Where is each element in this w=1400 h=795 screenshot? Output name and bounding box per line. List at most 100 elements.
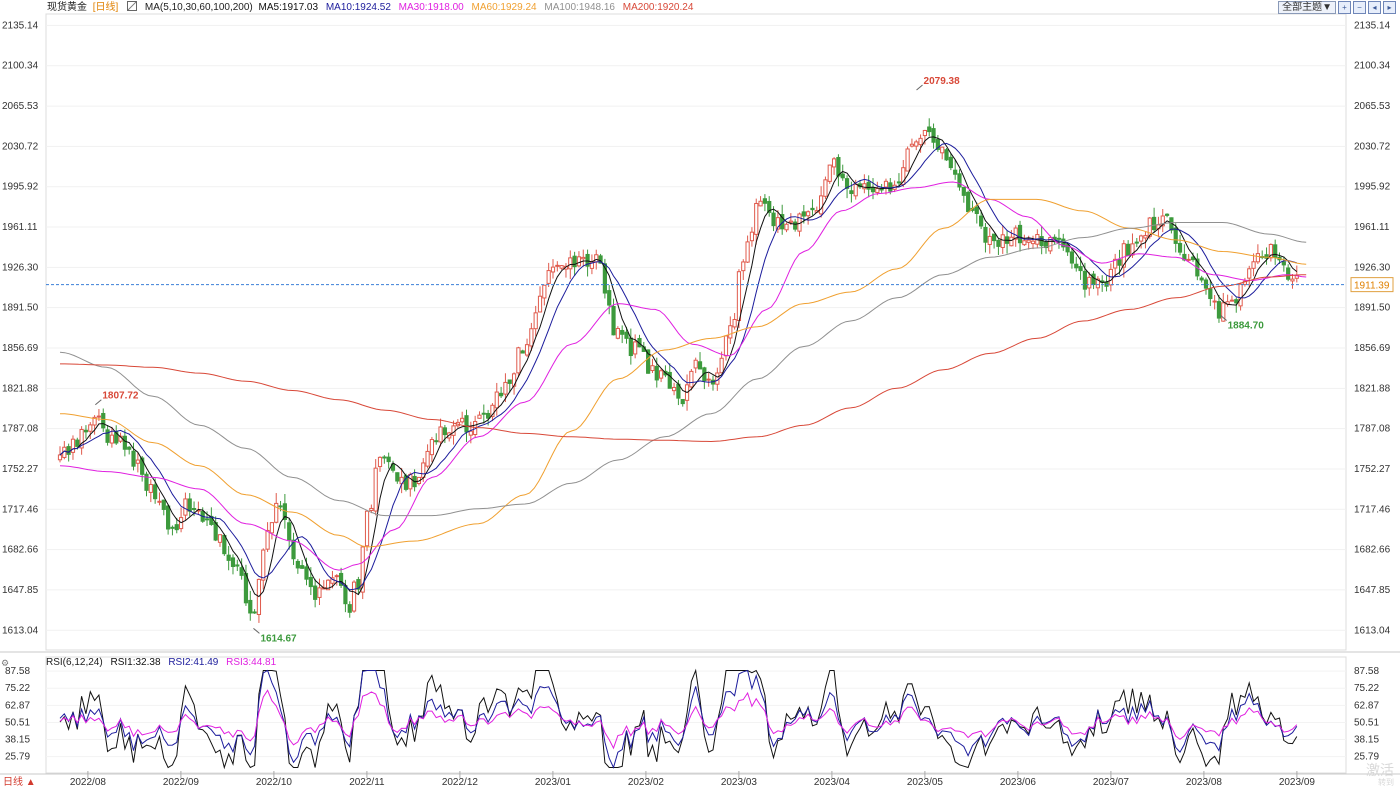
- candle-body: [1164, 213, 1170, 216]
- rsi-tick-label-right: 38.15: [1354, 735, 1379, 746]
- candle-body: [1082, 270, 1088, 290]
- rsi1-line: [59, 668, 1298, 770]
- candle-body: [183, 498, 188, 516]
- candle-body: [611, 305, 616, 336]
- candle-body: [909, 143, 915, 147]
- prev-icon[interactable]: ◂: [1368, 1, 1381, 14]
- candle-body: [559, 265, 564, 269]
- candle-body: [754, 202, 759, 235]
- candle-body: [728, 325, 733, 339]
- y-tick-label-right: 1613.04: [1354, 625, 1391, 636]
- rsi-settings-icon: ⚙: [1, 658, 9, 668]
- candle-body: [109, 434, 114, 444]
- candle-body: [308, 576, 313, 588]
- candle-body: [650, 365, 655, 372]
- candle-body: [516, 347, 521, 374]
- chart-toolbar: 全部主题▼ + − ◂ ▸: [1278, 1, 1396, 14]
- candle-body: [793, 221, 798, 230]
- candle-body: [1186, 258, 1191, 261]
- candle-body: [581, 256, 586, 260]
- x-tick-label: 2022/10: [256, 777, 293, 788]
- rsi-tick-label-left: 75.22: [5, 683, 30, 694]
- candle-body: [594, 254, 599, 263]
- candle-body: [477, 414, 482, 419]
- candle-body: [931, 128, 936, 143]
- candle-body: [715, 372, 720, 385]
- candle-body: [1238, 283, 1243, 307]
- candle-body: [438, 426, 443, 443]
- rsi-tick-label-left: 87.58: [5, 666, 30, 677]
- candle-body: [823, 179, 828, 197]
- x-tick-label: 2023/02: [628, 777, 665, 788]
- x-tick-label: 2022/08: [70, 777, 107, 788]
- zoom-in-icon[interactable]: +: [1338, 1, 1351, 14]
- rsi-tick-label-right: 75.22: [1354, 683, 1379, 694]
- candle-body: [875, 188, 880, 193]
- x-tick-label: 2023/04: [814, 777, 851, 788]
- candle-body: [1190, 256, 1196, 261]
- candle-body: [261, 549, 266, 581]
- candle-body: [689, 370, 694, 388]
- candle-body: [83, 429, 89, 433]
- candle-body: [844, 178, 850, 189]
- candle-body: [1212, 300, 1217, 303]
- rsi-plot-frame: [45, 656, 1347, 774]
- candle-body: [546, 270, 551, 284]
- y-tick-label-left: 1717.46: [2, 504, 39, 515]
- candle-body: [563, 265, 569, 270]
- candle-body: [572, 255, 577, 268]
- candle-body: [1273, 244, 1278, 259]
- candle-body: [230, 557, 236, 567]
- candle-body: [1000, 234, 1005, 248]
- candle-body: [386, 456, 391, 463]
- ma-settings-icon[interactable]: [127, 1, 138, 11]
- y-tick-label-right: 2100.34: [1354, 61, 1391, 72]
- candle-body: [1056, 237, 1062, 240]
- candle-body: [840, 173, 845, 179]
- candle-body: [1251, 261, 1256, 269]
- candle-body: [806, 211, 811, 217]
- ma100-value: MA100:1948.16: [544, 2, 615, 13]
- x-tick-label: 2022/11: [349, 777, 385, 788]
- y-tick-label-right: 2065.53: [1354, 101, 1391, 112]
- candle-body: [957, 173, 962, 188]
- next-icon[interactable]: ▸: [1383, 1, 1396, 14]
- candle-body: [935, 139, 940, 150]
- candle-body: [494, 391, 499, 409]
- candle-body: [317, 587, 322, 598]
- candle-body: [771, 212, 776, 227]
- candle-body: [883, 180, 889, 188]
- candle-body: [304, 566, 309, 580]
- candle-body: [979, 215, 984, 227]
- rsi-tick-label-right: 62.87: [1354, 700, 1379, 711]
- candle-body: [914, 141, 919, 147]
- candle-body: [1216, 301, 1222, 319]
- candle-body: [1177, 242, 1183, 253]
- candle-body: [633, 341, 638, 355]
- candle-body: [291, 539, 296, 560]
- candle-body: [369, 507, 374, 511]
- candle-body: [105, 429, 110, 443]
- annotation-leader: [253, 627, 260, 634]
- rsi-tick-label-left: 25.79: [5, 752, 30, 763]
- x-tick-label: 2022/12: [442, 777, 479, 788]
- ma200-value: MA200:1920.24: [622, 2, 694, 13]
- activation-watermark: 激活 转到: [1366, 762, 1394, 787]
- candle-body: [174, 524, 179, 531]
- candle-body: [1160, 215, 1165, 227]
- period-button[interactable]: 日线 ▲: [3, 777, 36, 788]
- candle-body: [226, 554, 231, 561]
- candle-body: [429, 439, 435, 456]
- candle-body: [524, 344, 530, 356]
- candle-body: [1087, 276, 1092, 289]
- candle-body: [585, 253, 590, 267]
- candle-body: [1026, 239, 1031, 243]
- y-tick-label-right: 1961.11: [1354, 222, 1390, 233]
- candle-body: [1234, 299, 1239, 304]
- theme-selector[interactable]: 全部主题▼: [1278, 1, 1336, 14]
- candle-body: [356, 579, 361, 590]
- candle-body: [624, 331, 629, 339]
- candle-body: [922, 129, 927, 137]
- zoom-out-icon[interactable]: −: [1353, 1, 1366, 14]
